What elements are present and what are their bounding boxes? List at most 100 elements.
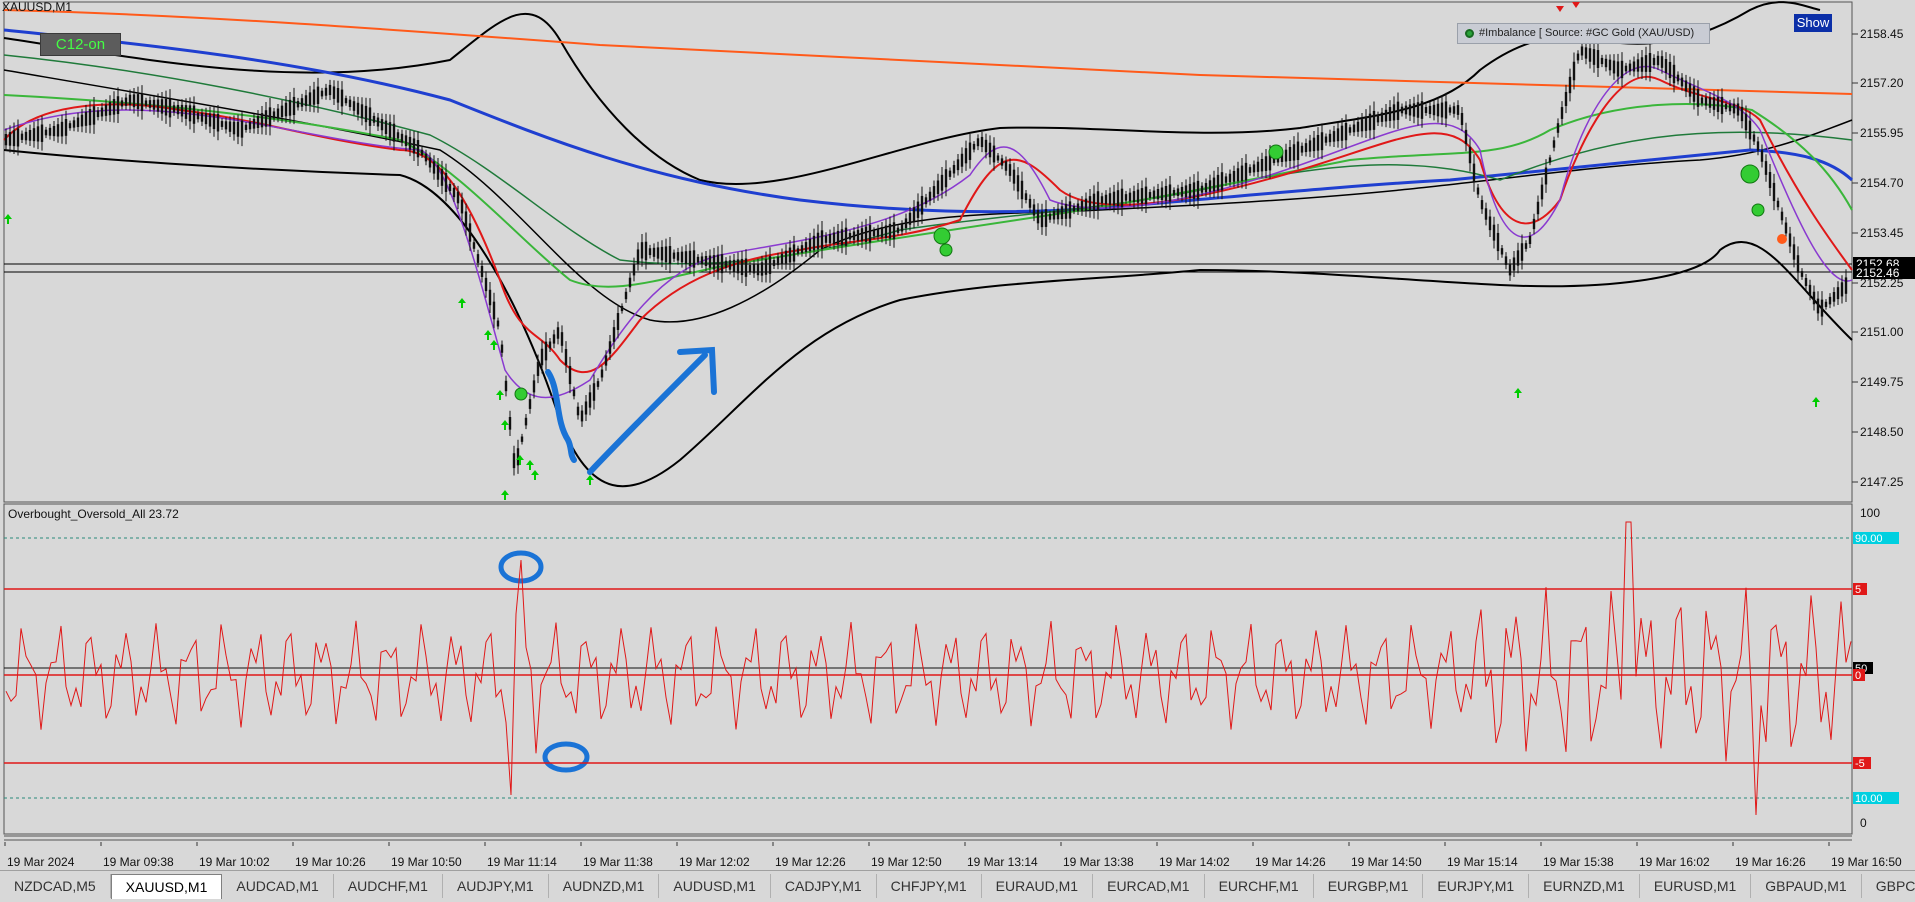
candle-body	[896, 227, 900, 233]
candle-body	[340, 89, 344, 107]
candle-body	[980, 136, 984, 148]
candle-body	[876, 228, 880, 237]
candle-body	[416, 140, 420, 158]
osc-level-badge-label: 5	[1855, 584, 1861, 596]
tab-eurusd-m1[interactable]: EURUSD,M1	[1640, 874, 1752, 898]
candle-body	[628, 277, 632, 288]
tab-eurchf-m1[interactable]: EURCHF,M1	[1205, 874, 1314, 898]
candle-body	[1572, 61, 1576, 81]
price-tick-label: 2155.95	[1860, 126, 1904, 140]
candle-body	[1780, 211, 1784, 221]
tab-gbpaud-m1[interactable]: GBPAUD,M1	[1751, 874, 1862, 898]
candle-body	[1120, 188, 1124, 207]
candle-body	[124, 97, 128, 106]
time-tick-label: 19 Mar 10:26	[295, 855, 366, 869]
candle-body	[736, 259, 740, 274]
candle-body	[308, 92, 312, 106]
tab-audcad-m1[interactable]: AUDCAD,M1	[222, 874, 334, 898]
candle-body	[120, 100, 124, 107]
up-arrow-icon	[501, 490, 509, 500]
tab-eurcad-m1[interactable]: EURCAD,M1	[1093, 874, 1205, 898]
tab-xauusd-m1[interactable]: XAUUSD,M1	[110, 874, 223, 899]
candle-body	[448, 183, 452, 192]
candle-body	[712, 255, 716, 270]
candle-body	[676, 252, 680, 261]
tab-eurnzd-m1[interactable]: EURNZD,M1	[1529, 874, 1640, 898]
candle-body	[1592, 49, 1596, 65]
tab-audchf-m1[interactable]: AUDCHF,M1	[334, 874, 443, 898]
tab-cadjpy-m1[interactable]: CADJPY,M1	[771, 874, 877, 898]
ma-slow-line	[3, 28, 1854, 214]
candle-body	[1476, 187, 1480, 195]
candle-body	[1832, 292, 1836, 302]
chart-canvas[interactable]: 2158.45 2157.20 2155.95 2154.70 2153.45 2152.…	[0, 0, 1915, 870]
candle-body	[100, 107, 104, 117]
candle-body	[312, 89, 316, 105]
candle-body	[52, 126, 56, 137]
candle-body	[1468, 146, 1472, 164]
candle-body	[620, 305, 624, 312]
candle-body	[1304, 143, 1308, 153]
candle-body	[400, 133, 404, 143]
candle-body	[264, 110, 268, 127]
tab-eurgbp-m1[interactable]: EURGBP,M1	[1314, 874, 1424, 898]
candle-body	[1680, 77, 1684, 87]
tab-audjpy-m1[interactable]: AUDJPY,M1	[443, 874, 549, 898]
candle-body	[1232, 171, 1236, 182]
chart-area[interactable]: 2158.45 2157.20 2155.95 2154.70 2153.45 2152.…	[0, 0, 1915, 870]
candle-body	[608, 341, 612, 354]
candle-body	[288, 99, 292, 116]
tab-eurjpy-m1[interactable]: EURJPY,M1	[1423, 874, 1530, 898]
candle-body	[552, 334, 556, 344]
candle-body	[1044, 209, 1048, 227]
tab-chfjpy-m1[interactable]: CHFJPY,M1	[877, 874, 982, 898]
osc-level-badge-label: 0	[1855, 670, 1861, 682]
candle-body	[156, 99, 160, 112]
candle-body	[1528, 236, 1532, 244]
current-price-badge	[1853, 266, 1915, 279]
candle-body	[924, 197, 928, 205]
candle-body	[820, 230, 824, 250]
candle-body	[1256, 161, 1260, 172]
candle-body	[1500, 248, 1504, 255]
candle-body	[104, 104, 108, 116]
candle-body	[1568, 76, 1572, 94]
c12-button[interactable]: C12-on	[40, 33, 121, 56]
down-arrow-icon	[1556, 6, 1564, 12]
candle-body	[776, 256, 780, 266]
candle-body	[756, 264, 760, 276]
candle-body	[1036, 209, 1040, 224]
candle-body	[660, 246, 664, 261]
up-arrow-icon	[531, 470, 539, 480]
candles	[4, 41, 1848, 476]
imbalance-panel[interactable]: #Imbalance [ Source: #GC Gold (XAU/USD)	[1457, 23, 1710, 44]
tab-gbpc[interactable]: GBPC	[1862, 874, 1915, 898]
current-price-label: 2152.46	[1856, 266, 1900, 280]
candle-body	[1624, 65, 1628, 72]
candle-body	[708, 255, 712, 268]
candle-body	[1308, 140, 1312, 152]
candle-body	[584, 401, 588, 415]
tab-audusd-m1[interactable]: AUDUSD,M1	[659, 874, 771, 898]
candle-body	[1644, 55, 1648, 72]
candle-body	[1756, 141, 1760, 151]
candle-body	[1012, 169, 1016, 184]
candle-body	[884, 225, 888, 239]
tab-audnzd-m1[interactable]: AUDNZD,M1	[549, 874, 660, 898]
candle-body	[1172, 189, 1176, 196]
tab-nzdcad-m5[interactable]: NZDCAD,M5	[0, 874, 111, 898]
candle-body	[908, 212, 912, 225]
candle-body	[1240, 165, 1244, 181]
candle-body	[696, 256, 700, 263]
candle-body	[1588, 48, 1592, 62]
candle-body	[936, 180, 940, 195]
candle-body	[1548, 157, 1552, 163]
candle-body	[1188, 183, 1192, 199]
show-button[interactable]: Show	[1794, 14, 1832, 32]
candle-body	[600, 369, 604, 378]
candle-body	[1180, 186, 1184, 197]
tab-euraud-m1[interactable]: EURAUD,M1	[982, 874, 1094, 898]
osc-level-badge	[1853, 532, 1899, 544]
candle-body	[468, 223, 472, 242]
